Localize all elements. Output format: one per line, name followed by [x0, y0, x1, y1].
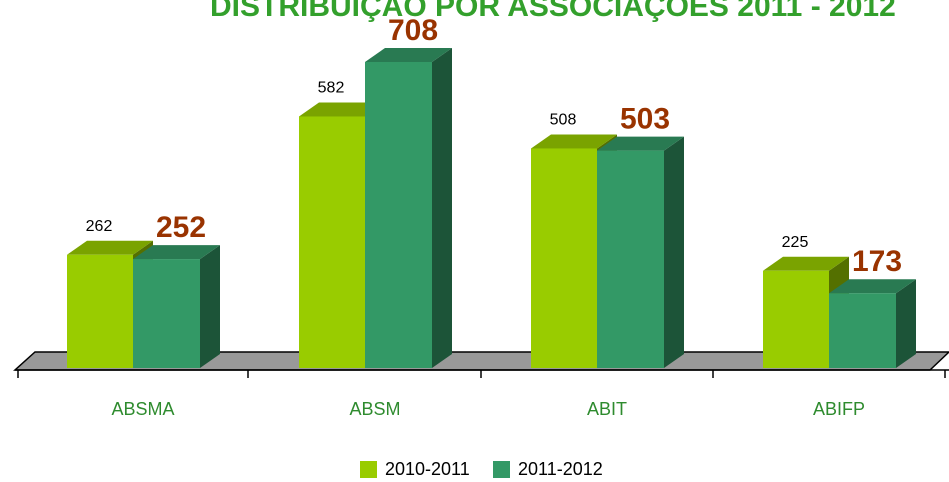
bar-side	[200, 245, 220, 368]
value-label: 225	[782, 234, 809, 251]
bar-top	[133, 245, 220, 260]
value-label: 262	[86, 218, 113, 235]
bar-front	[67, 254, 133, 368]
bar-top	[763, 256, 849, 271]
value-label: 503	[620, 103, 670, 136]
bar-top	[365, 48, 452, 62]
x-tick-label: ABSM	[349, 399, 400, 419]
bar-top	[531, 134, 617, 149]
bar-top	[829, 279, 916, 294]
value-label: 252	[156, 211, 206, 244]
x-tick-label: ABIFP	[813, 399, 865, 419]
bar-front	[829, 293, 896, 368]
value-label: 508	[550, 112, 577, 129]
bar-top	[299, 102, 385, 117]
legend-swatch	[360, 461, 377, 478]
legend-label: 2011-2012	[518, 459, 603, 479]
x-ticks	[17, 370, 946, 378]
x-tick-label: ABSMA	[111, 399, 174, 419]
chart-title: DISTRIBUIÇÃO POR ASSOCIAÇÕES 2011 - 2012	[210, 0, 896, 23]
bar-front	[299, 116, 365, 368]
bar-side	[432, 48, 452, 368]
value-label: 708	[388, 14, 438, 47]
value-label: 173	[852, 245, 902, 278]
bar	[597, 136, 684, 368]
bar	[829, 279, 916, 368]
bar-front	[531, 148, 597, 368]
x-tick-label: ABIT	[587, 399, 627, 419]
legend-swatch	[493, 461, 510, 478]
bar	[133, 245, 220, 368]
bar-front	[133, 259, 200, 368]
bar-side	[896, 279, 916, 368]
bar-front	[365, 62, 432, 368]
bar-front	[763, 270, 829, 368]
bar-side	[664, 136, 684, 368]
legend-label: 2010-2011	[385, 459, 470, 479]
bar	[365, 48, 452, 368]
bar-front	[597, 150, 664, 368]
bar-top	[597, 136, 684, 151]
bar-top	[67, 240, 153, 255]
value-label: 582	[318, 80, 345, 97]
